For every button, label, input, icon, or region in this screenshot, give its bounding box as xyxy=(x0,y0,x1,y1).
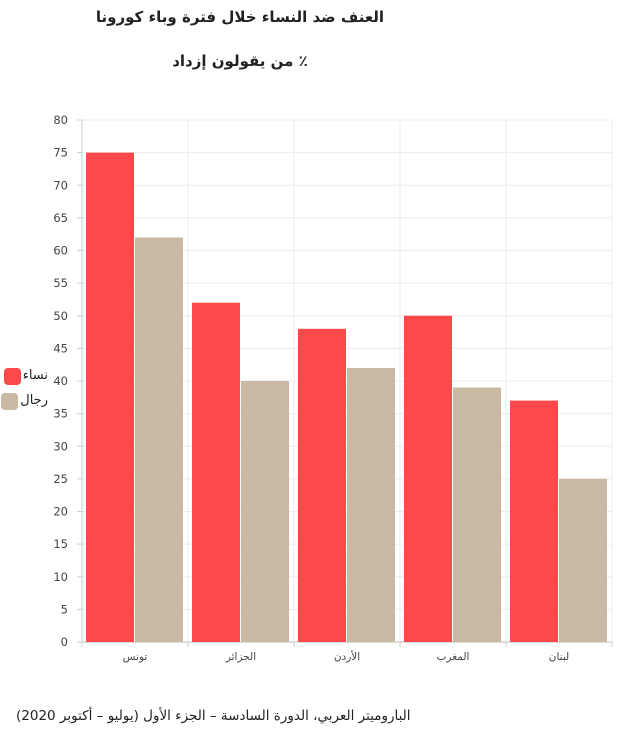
bar-men xyxy=(559,478,607,642)
x-tick-label: لبنان xyxy=(549,651,569,663)
x-tick-label: الجزائر xyxy=(225,651,256,663)
y-tick-label: 0 xyxy=(61,635,68,649)
y-tick-label: 40 xyxy=(53,374,68,388)
legend-item-women[interactable]: نساء xyxy=(0,366,48,386)
x-tick-label: تونس xyxy=(123,651,148,663)
bar-women xyxy=(192,302,240,642)
y-tick-label: 35 xyxy=(53,407,68,421)
y-tick-label: 45 xyxy=(53,341,68,355)
y-tick-label: 10 xyxy=(53,570,68,584)
y-tick-label: 60 xyxy=(53,244,68,258)
y-tick-label: 55 xyxy=(53,276,68,290)
y-tick-label: 20 xyxy=(53,505,68,519)
bar-men xyxy=(135,237,183,642)
legend-swatch-men xyxy=(1,392,19,410)
legend-label-men: رجال xyxy=(20,393,48,408)
legend-item-men[interactable]: رجال xyxy=(0,391,48,411)
bar-women xyxy=(510,400,558,642)
bar-men xyxy=(241,381,289,642)
y-tick-label: 30 xyxy=(53,439,68,453)
chart-title: العنف ضد النساء خلال فترة وباء كورونا xyxy=(95,8,385,26)
legend-label-women: نساء xyxy=(22,368,48,383)
y-tick-label: 70 xyxy=(53,178,68,192)
y-tick-label: 5 xyxy=(61,602,68,616)
bar-women xyxy=(298,328,346,642)
source-note: البارومیتر العربي، الدورة السادسة – الجز… xyxy=(16,708,411,724)
x-tick-label: الأردن xyxy=(334,650,360,663)
y-tick-label: 65 xyxy=(53,211,68,225)
legend-swatch-women xyxy=(3,367,21,385)
y-tick-label: 75 xyxy=(53,146,68,160)
y-tick-label: 15 xyxy=(53,537,68,551)
bar-women xyxy=(86,152,134,642)
x-tick-label: المغرب xyxy=(437,651,470,663)
y-tick-label: 50 xyxy=(53,309,68,323)
bar-women xyxy=(404,315,452,642)
bar-men xyxy=(347,367,395,642)
y-tick-label: 80 xyxy=(53,113,68,127)
y-tick-label: 25 xyxy=(53,472,68,486)
chart-subtitle: ٪ من يقولون إزداد xyxy=(172,52,308,70)
bar-chart: 0 5 10 15 20 25 30 35 40 45 50 55 60 65 70 75 80 تونس الجز… xyxy=(53,113,613,663)
bar-men xyxy=(453,387,501,642)
